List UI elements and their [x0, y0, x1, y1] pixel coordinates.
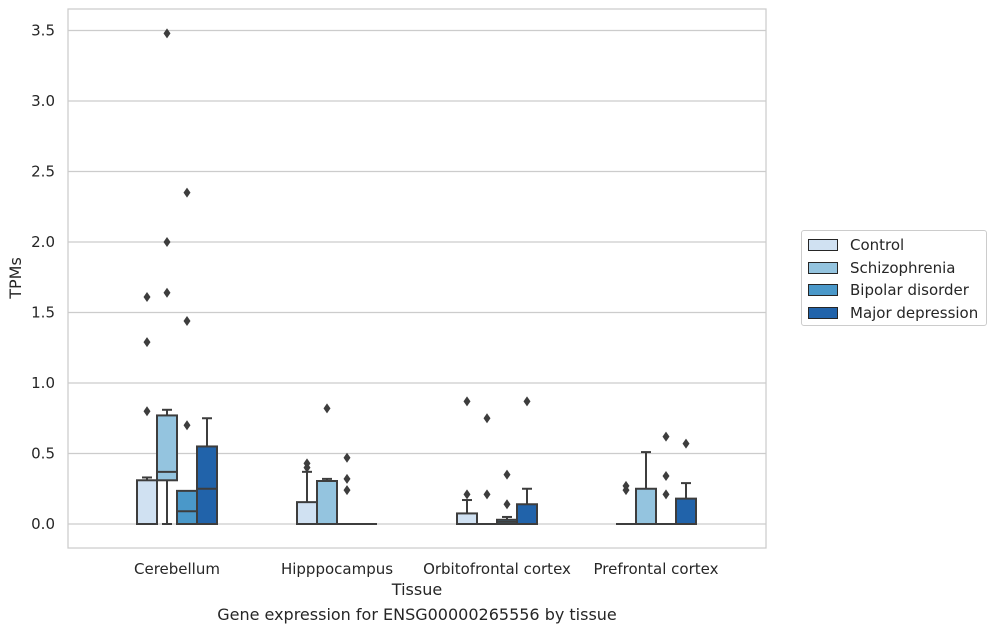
- outlier-point: [143, 291, 151, 302]
- gridlines: [68, 29, 766, 525]
- outlier-point: [163, 287, 171, 298]
- plot-area-frame: [67, 8, 767, 549]
- outlier-point: [163, 28, 171, 39]
- box-major-depression: [675, 438, 697, 525]
- outlier-point: [343, 473, 351, 484]
- legend-label: Schizophrenia: [850, 258, 956, 277]
- x-tick-labels: Cerebellum Hipppocampus Orbitofrontal cort…: [134, 560, 719, 578]
- outlier-point: [682, 438, 690, 449]
- y-tick-labels: 0.0 0.5 1.0 1.5 2.0 2.5 3.0 3.5: [31, 22, 55, 534]
- box-body: [136, 479, 158, 526]
- legend: Control Schizophrenia Bipolar disorder Majo…: [801, 230, 987, 326]
- outlier-point: [323, 403, 331, 414]
- y-tick-label: 3.5: [31, 22, 55, 40]
- legend-item: Major depression: [808, 302, 986, 325]
- legend-swatch: [808, 284, 838, 297]
- legend-label: Major depression: [850, 303, 979, 322]
- x-tick-label: Hipppocampus: [281, 560, 393, 578]
- legend-swatch: [808, 306, 838, 319]
- box-bipolar-disorder: [337, 452, 357, 525]
- box-control: [136, 291, 158, 526]
- y-tick-label: 3.0: [31, 92, 55, 110]
- y-tick-label: 2.0: [31, 233, 55, 251]
- box-body: [516, 503, 538, 526]
- box-control: [616, 480, 636, 525]
- outlier-point: [303, 458, 311, 469]
- y-tick-label: 0.5: [31, 445, 55, 463]
- box-control: [296, 458, 318, 525]
- box-schizophrenia: [635, 451, 657, 525]
- outlier-point: [463, 489, 471, 500]
- box-series: [136, 28, 697, 526]
- outlier-point: [163, 237, 171, 247]
- x-tick-label: Prefrontal cortex: [594, 560, 719, 578]
- x-tick-label: Orbitofrontal cortex: [423, 560, 571, 578]
- chart-caption: Gene expression for ENSG00000265556 by t…: [217, 605, 617, 624]
- box-body: [176, 489, 198, 525]
- box-body: [456, 512, 478, 525]
- outlier-point: [343, 452, 351, 463]
- x-axis-label: Tissue: [391, 580, 442, 599]
- outlier-point: [183, 315, 191, 326]
- outlier-point: [662, 471, 670, 482]
- outlier-point: [183, 420, 191, 431]
- box-schizophrenia: [156, 28, 178, 525]
- outlier-point: [662, 489, 670, 500]
- box-body: [196, 445, 218, 526]
- box-bipolar-disorder: [496, 469, 518, 526]
- outlier-point: [143, 337, 151, 348]
- box-body: [316, 479, 338, 525]
- legend-item: Schizophrenia: [808, 257, 986, 280]
- y-tick-label: 0.0: [31, 515, 55, 533]
- x-tick-label: Cerebellum: [134, 560, 220, 578]
- legend-item: Control: [808, 234, 986, 257]
- box-bipolar-disorder: [176, 187, 198, 525]
- box-body: [296, 501, 318, 525]
- box-schizophrenia: [316, 403, 338, 525]
- box-major-depression: [516, 396, 538, 526]
- outlier-point: [463, 396, 471, 407]
- outlier-point: [483, 413, 491, 424]
- y-tick-label: 1.5: [31, 304, 55, 322]
- outlier-point: [503, 499, 511, 510]
- legend-swatch: [808, 261, 838, 274]
- outlier-point: [483, 489, 491, 500]
- outlier-point: [622, 480, 630, 491]
- box-control: [456, 396, 478, 525]
- outlier-point: [662, 431, 670, 442]
- outlier-point: [343, 485, 351, 496]
- box-body: [156, 414, 178, 482]
- legend-label: Bipolar disorder: [850, 281, 969, 300]
- outlier-point: [143, 406, 151, 417]
- y-tick-label: 2.5: [31, 163, 55, 181]
- box-schizophrenia: [477, 413, 497, 525]
- box-bipolar-disorder: [656, 431, 676, 525]
- box-body: [635, 487, 657, 525]
- box-major-depression: [196, 417, 218, 526]
- legend-swatch: [808, 239, 838, 252]
- box-body: [675, 497, 697, 525]
- y-tick-label: 1.0: [31, 374, 55, 392]
- legend-item: Bipolar disorder: [808, 279, 986, 302]
- y-axis-label: TPMs: [6, 257, 25, 300]
- legend-label: Control: [850, 236, 905, 255]
- outlier-point: [183, 187, 191, 198]
- outlier-point: [503, 469, 511, 480]
- outlier-point: [523, 396, 531, 407]
